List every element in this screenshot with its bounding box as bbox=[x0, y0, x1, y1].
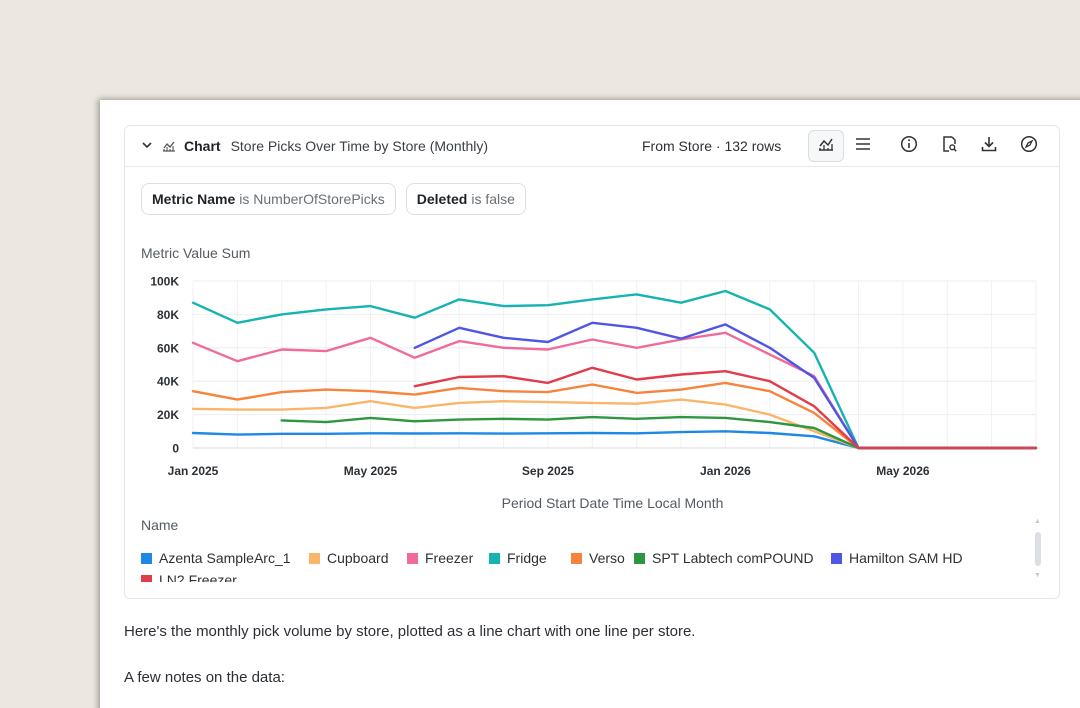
chart-view-icon bbox=[817, 136, 835, 157]
legend-label: SPT Labtech comPOUND bbox=[652, 550, 814, 566]
series-line bbox=[413, 366, 1038, 450]
assistant-message-line-1: Here's the monthly pick volume by store,… bbox=[124, 623, 696, 640]
legend-item[interactable]: SPT Labtech comPOUND bbox=[634, 550, 814, 566]
series-line bbox=[191, 381, 1038, 450]
legend-label: Azenta SampleArc_1 bbox=[159, 550, 291, 566]
legend-title: Name bbox=[141, 517, 179, 533]
x-tick-label: May 2025 bbox=[344, 464, 398, 478]
line-chart: 0 20K 40K 60K 80K 100K Jan 2025 May 2025 Sep 202… bbox=[141, 245, 1038, 511]
chart-view-button[interactable] bbox=[808, 130, 844, 162]
table-view-icon bbox=[854, 137, 872, 156]
filter-chips: Metric Name is NumberOfStorePicks Delete… bbox=[141, 183, 526, 215]
legend-swatch bbox=[634, 552, 645, 564]
y-tick-label: 20K bbox=[157, 408, 179, 422]
legend-swatch bbox=[489, 552, 500, 564]
card-kind-label: Chart bbox=[184, 138, 221, 154]
chart-icon bbox=[162, 139, 178, 153]
explore-button[interactable] bbox=[1011, 130, 1047, 162]
legend-label: Hamilton SAM HD bbox=[849, 550, 963, 566]
info-button[interactable] bbox=[891, 130, 927, 162]
series-line bbox=[191, 398, 1038, 450]
legend-item[interactable]: Fridge bbox=[489, 550, 547, 566]
x-tick-label: Jan 2025 bbox=[168, 464, 219, 478]
conversation-panel: Chart Store Picks Over Time by Store (Mo… bbox=[100, 100, 1080, 708]
y-axis-title: Metric Value Sum bbox=[141, 245, 250, 261]
legend-item[interactable]: Freezer bbox=[407, 550, 473, 566]
inspect-query-icon bbox=[940, 135, 958, 158]
legend-swatch bbox=[309, 552, 320, 564]
y-tick-label: 60K bbox=[157, 341, 179, 355]
chevron-down-icon[interactable] bbox=[142, 140, 154, 152]
filter-field: Deleted bbox=[416, 191, 468, 207]
x-tick-label: May 2026 bbox=[876, 464, 930, 478]
legend-item[interactable]: Cupboard bbox=[309, 550, 389, 566]
filter-op: is bbox=[471, 191, 482, 207]
legend-label: Cupboard bbox=[327, 550, 389, 566]
download-icon bbox=[980, 135, 998, 158]
filter-value: NumberOfStorePicks bbox=[253, 191, 385, 207]
legend-label: LN2 Freezer bbox=[159, 572, 237, 582]
scroll-down-icon[interactable]: ▼ bbox=[1034, 572, 1041, 579]
filter-chip-deleted[interactable]: Deleted is false bbox=[405, 183, 526, 215]
scroll-up-icon[interactable]: ▲ bbox=[1034, 518, 1041, 525]
legend-item[interactable]: Azenta SampleArc_1 bbox=[141, 550, 291, 566]
filter-field: Metric Name bbox=[152, 191, 236, 207]
legend-item[interactable]: Hamilton SAM HD bbox=[831, 550, 963, 566]
info-icon bbox=[900, 135, 918, 158]
filter-chip-metric-name[interactable]: Metric Name is NumberOfStorePicks bbox=[141, 183, 396, 215]
y-tick-label: 40K bbox=[157, 375, 179, 389]
chart-card-header[interactable]: Chart Store Picks Over Time by Store (Mo… bbox=[125, 126, 1059, 167]
x-tick-label: Jan 2026 bbox=[700, 464, 751, 478]
legend-swatch bbox=[141, 552, 152, 564]
source-row-count: From Store · 132 rows bbox=[642, 138, 782, 154]
chart-title: Store Picks Over Time by Store (Monthly) bbox=[230, 138, 489, 154]
legend-swatch bbox=[407, 552, 418, 564]
chart-legend: Azenta SampleArc_1 Cupboard Freezer Fridge V… bbox=[141, 546, 1021, 582]
x-tick-label: Sep 2025 bbox=[522, 464, 574, 478]
explore-icon bbox=[1020, 135, 1038, 158]
filter-op: is bbox=[239, 191, 250, 207]
legend-scroll-thumb[interactable] bbox=[1035, 532, 1041, 566]
filter-value: false bbox=[485, 191, 515, 207]
inspect-query-button[interactable] bbox=[931, 130, 967, 162]
chart-card: Chart Store Picks Over Time by Store (Mo… bbox=[124, 125, 1060, 599]
legend-swatch bbox=[141, 574, 152, 582]
x-axis-title: Period Start Date Time Local Month bbox=[502, 495, 724, 511]
assistant-message-line-2: A few notes on the data: bbox=[124, 669, 285, 686]
legend-label: Freezer bbox=[425, 550, 474, 566]
download-button[interactable] bbox=[971, 130, 1007, 162]
legend-swatch bbox=[571, 552, 582, 564]
table-view-button[interactable] bbox=[845, 130, 881, 162]
legend-scrollbar[interactable]: ▲ ▼ bbox=[1033, 518, 1043, 580]
series-line bbox=[191, 430, 1038, 450]
legend-swatch bbox=[831, 552, 842, 564]
y-tick-label: 0 bbox=[172, 442, 179, 456]
legend-label: Verso bbox=[589, 550, 625, 566]
y-tick-label: 100K bbox=[150, 275, 179, 289]
legend-label: Fridge bbox=[507, 550, 547, 566]
legend-item[interactable]: LN2 Freezer bbox=[141, 572, 237, 582]
y-tick-label: 80K bbox=[157, 308, 179, 322]
legend-item[interactable]: Verso bbox=[571, 550, 625, 566]
